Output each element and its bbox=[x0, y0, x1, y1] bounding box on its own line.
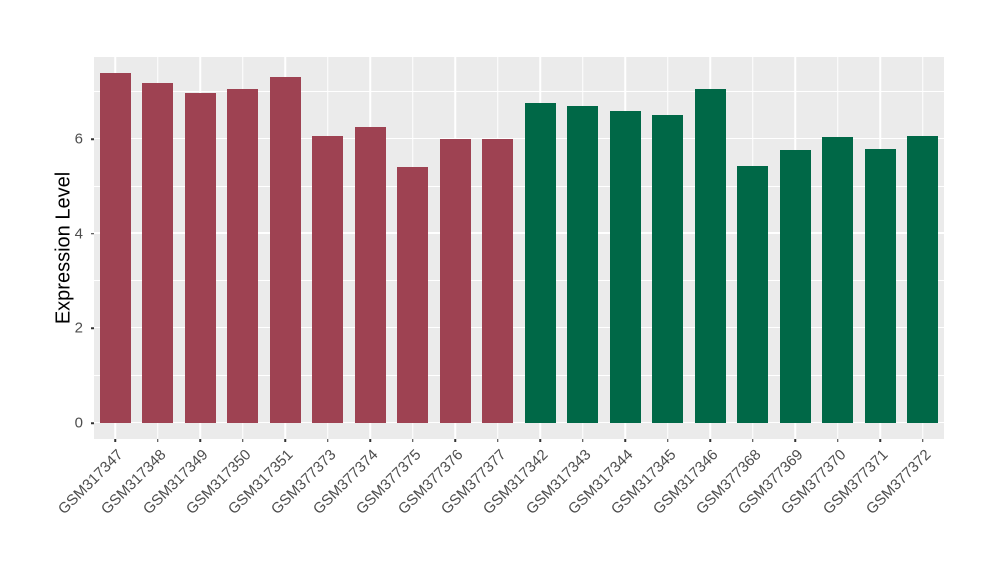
bar-GSM377370 bbox=[822, 136, 854, 423]
plot-panel bbox=[94, 57, 944, 439]
x-tick-mark bbox=[284, 439, 286, 442]
x-tick-mark bbox=[709, 439, 711, 442]
gridline-major-y bbox=[94, 326, 944, 329]
x-tick-mark bbox=[454, 439, 456, 442]
y-tick-label: 2 bbox=[74, 319, 83, 337]
bar-GSM317344 bbox=[609, 110, 641, 423]
x-tick-mark bbox=[794, 439, 796, 442]
bar-GSM317343 bbox=[567, 106, 599, 423]
x-tick-mark bbox=[922, 439, 924, 442]
x-tick-mark bbox=[369, 439, 371, 442]
x-tick-mark bbox=[242, 439, 244, 442]
bar-GSM317348 bbox=[142, 82, 174, 423]
gridline-minor-y bbox=[94, 374, 944, 376]
bar-GSM377368 bbox=[737, 165, 769, 423]
gridline-minor-y bbox=[94, 90, 944, 92]
x-tick-mark bbox=[837, 439, 839, 442]
bar-GSM317350 bbox=[227, 89, 259, 423]
y-tick-mark bbox=[91, 233, 94, 235]
gridline-major-y bbox=[94, 232, 944, 234]
x-tick-mark bbox=[539, 439, 541, 442]
gridline-major-y bbox=[94, 421, 944, 423]
gridline-minor-y bbox=[94, 280, 944, 282]
y-tick-mark bbox=[91, 422, 94, 424]
x-tick-mark bbox=[752, 439, 754, 442]
bar-GSM377375 bbox=[397, 167, 429, 423]
x-tick-mark bbox=[667, 439, 669, 442]
x-tick-mark bbox=[582, 439, 584, 442]
x-tick-mark bbox=[412, 439, 414, 442]
bar-GSM377373 bbox=[312, 135, 344, 423]
x-tick-mark bbox=[327, 439, 329, 442]
gridline-minor-y bbox=[94, 185, 944, 187]
y-tick-label: 6 bbox=[74, 130, 83, 148]
x-tick-mark bbox=[157, 439, 159, 442]
bar-GSM377371 bbox=[864, 148, 896, 423]
bar-GSM377369 bbox=[779, 150, 811, 423]
bar-GSM317351 bbox=[269, 76, 301, 423]
y-tick-label: 0 bbox=[74, 414, 83, 432]
y-axis: 0 2 4 6 bbox=[0, 57, 94, 439]
y-tick-label: 4 bbox=[74, 225, 83, 243]
y-tick-mark bbox=[91, 138, 94, 140]
x-axis: GSM317347 GSM317348 GSM317349 GSM317350 GSM3… bbox=[55, 439, 944, 580]
bar-GSM377376 bbox=[439, 139, 471, 423]
bar-GSM317346 bbox=[694, 89, 726, 423]
bar-GSM377372 bbox=[907, 136, 939, 423]
x-tick-mark bbox=[624, 439, 626, 442]
bar-GSM317349 bbox=[184, 92, 216, 423]
gridline-major-y bbox=[94, 137, 944, 140]
bar-GSM377377 bbox=[482, 139, 514, 423]
bar-GSM317347 bbox=[99, 72, 131, 423]
bar-GSM317342 bbox=[524, 103, 556, 423]
x-tick-mark bbox=[879, 439, 881, 442]
x-tick-mark bbox=[114, 439, 116, 442]
x-tick-mark bbox=[497, 439, 499, 442]
bar-GSM377374 bbox=[354, 126, 386, 423]
bar-GSM317345 bbox=[652, 115, 684, 423]
x-tick-mark bbox=[199, 439, 201, 442]
y-tick-mark bbox=[91, 327, 94, 330]
